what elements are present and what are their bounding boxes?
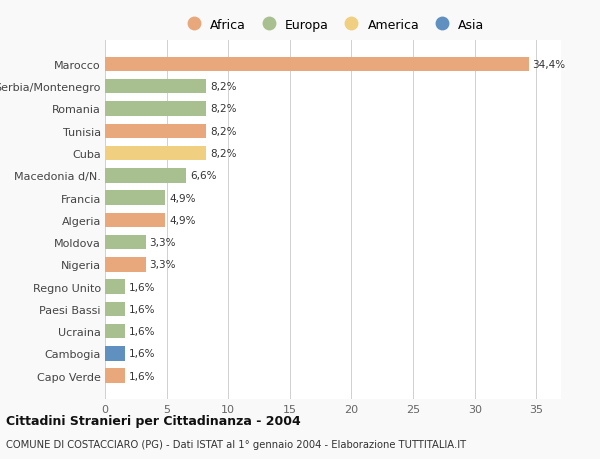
- Bar: [105, 57, 529, 72]
- Text: 1,6%: 1,6%: [128, 349, 155, 358]
- Text: 8,2%: 8,2%: [210, 104, 236, 114]
- Text: COMUNE DI COSTACCIARO (PG) - Dati ISTAT al 1° gennaio 2004 - Elaborazione TUTTIT: COMUNE DI COSTACCIARO (PG) - Dati ISTAT …: [6, 440, 466, 449]
- Bar: [105, 146, 206, 161]
- Legend: Africa, Europa, America, Asia: Africa, Europa, America, Asia: [182, 18, 484, 32]
- Bar: [105, 124, 206, 139]
- Text: 1,6%: 1,6%: [128, 282, 155, 292]
- Text: 8,2%: 8,2%: [210, 82, 236, 92]
- Bar: [105, 80, 206, 94]
- Bar: [105, 168, 187, 183]
- Bar: [105, 280, 125, 294]
- Text: 3,3%: 3,3%: [149, 238, 176, 247]
- Text: 1,6%: 1,6%: [128, 371, 155, 381]
- Text: Cittadini Stranieri per Cittadinanza - 2004: Cittadini Stranieri per Cittadinanza - 2…: [6, 414, 301, 428]
- Bar: [105, 324, 125, 339]
- Text: 6,6%: 6,6%: [190, 171, 217, 181]
- Bar: [105, 235, 146, 250]
- Text: 8,2%: 8,2%: [210, 149, 236, 159]
- Bar: [105, 213, 166, 228]
- Text: 4,9%: 4,9%: [169, 215, 196, 225]
- Bar: [105, 257, 146, 272]
- Text: 1,6%: 1,6%: [128, 304, 155, 314]
- Bar: [105, 302, 125, 316]
- Text: 8,2%: 8,2%: [210, 127, 236, 136]
- Bar: [105, 102, 206, 117]
- Text: 1,6%: 1,6%: [128, 326, 155, 336]
- Bar: [105, 347, 125, 361]
- Text: 34,4%: 34,4%: [533, 60, 566, 70]
- Text: 3,3%: 3,3%: [149, 260, 176, 270]
- Bar: [105, 369, 125, 383]
- Bar: [105, 191, 166, 205]
- Text: 4,9%: 4,9%: [169, 193, 196, 203]
